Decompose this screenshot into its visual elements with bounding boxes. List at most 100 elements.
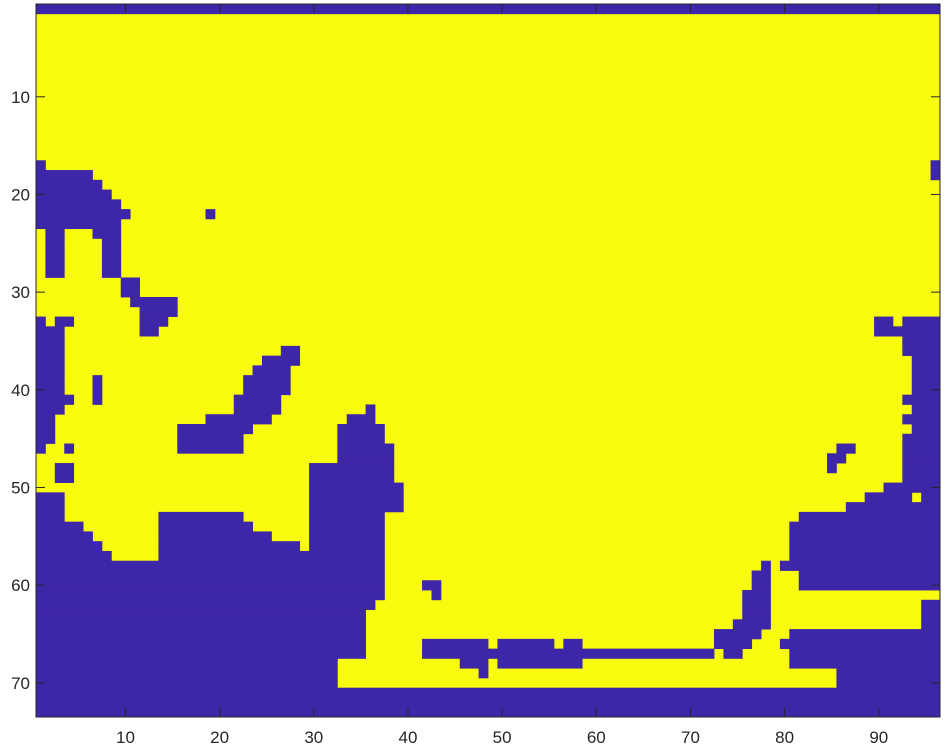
heatmap-cell-run (911, 384, 941, 396)
heatmap-cell-run (930, 160, 941, 171)
heatmap-cell-run (902, 414, 941, 425)
heatmap-cell-run (930, 170, 941, 181)
heatmap-cell-run (346, 414, 376, 425)
heatmap-cell-run (921, 619, 941, 630)
heatmap-cell-run (36, 560, 385, 571)
heatmap-cell-run (422, 648, 498, 659)
heatmap-cell-run (309, 502, 404, 513)
heatmap-cell-run (798, 511, 941, 523)
heatmap-cell-run (798, 580, 941, 591)
heatmap-cell-run (139, 326, 159, 337)
heatmap-cell-run (497, 658, 583, 669)
heatmap-cell-run (54, 472, 75, 483)
heatmap-cell-run (36, 619, 366, 630)
heatmap-cell-run (36, 336, 65, 347)
heatmap-cell-run (309, 482, 404, 493)
heatmap-cell-run (921, 599, 941, 610)
heatmap-cell-run (911, 355, 941, 366)
heatmap-cell-run (36, 199, 122, 210)
heatmap-cell-run (723, 648, 743, 659)
heatmap-cell-run (309, 463, 395, 474)
y-tick-label: 50 (11, 478, 30, 497)
heatmap-cell-run (36, 668, 338, 679)
heatmap-cell-run (92, 228, 122, 239)
heatmap-cell-run (883, 482, 941, 493)
heatmap-cell-run (92, 384, 103, 396)
y-tick-label: 20 (11, 185, 30, 204)
heatmap-cell-run (54, 316, 75, 327)
heatmap-cell-run (827, 463, 837, 474)
heatmap-cell-run (36, 394, 75, 405)
heatmap-cell-run (36, 404, 65, 415)
heatmap-cell-run (431, 590, 442, 601)
heatmap-cell-run (36, 170, 93, 181)
x-tick-label: 30 (304, 728, 323, 747)
heatmap-cell-run (36, 209, 131, 220)
heatmap-cell-run (36, 179, 103, 190)
heatmap-cell-run (714, 629, 762, 640)
heatmap-cell-run (309, 472, 395, 483)
heatmap-cell-run (139, 306, 178, 317)
x-tick-label: 40 (398, 728, 417, 747)
heatmap-cell-run (309, 511, 385, 523)
x-tick-label: 90 (869, 728, 888, 747)
heatmap-cell-run (101, 257, 122, 269)
heatmap-cell-run (789, 550, 941, 562)
heatmap-cell-run (742, 590, 771, 601)
heatmap-cell-run (751, 580, 771, 591)
x-tick-label: 20 (210, 728, 229, 747)
heatmap-cell-run (36, 316, 46, 327)
heatmap-cell-run (130, 297, 178, 308)
heatmap-cell-run (337, 453, 395, 464)
heatmap-cell-run (243, 375, 291, 386)
heatmap-cell-run (309, 541, 385, 552)
heatmap-cell-run (365, 404, 376, 415)
heatmap-cell-run (36, 521, 84, 532)
heatmap-cell-run (902, 433, 941, 444)
heatmap-cell-run (36, 629, 366, 640)
heatmap-cell-run (836, 668, 941, 679)
heatmap-cell-run (36, 502, 65, 513)
heatmap-cell-run (836, 677, 941, 689)
heatmap-cell-run (36, 707, 941, 718)
heatmap-cell-run (779, 560, 941, 571)
heatmap-cell-run (233, 394, 282, 405)
heatmap-cell-run (36, 492, 65, 503)
heatmap-cell-run (36, 677, 338, 689)
heatmap-cell-run (902, 336, 941, 347)
heatmap-cell-run (36, 590, 385, 601)
heatmap-cell-run (36, 433, 56, 444)
heatmap-cell-run (911, 404, 941, 415)
axis-ticks: 10 20 30 40 50 60 70 80 90 10 20 30 40 50 60 70 (11, 4, 940, 747)
heatmap-cell-run (280, 345, 301, 357)
heatmap-cell-run (64, 443, 75, 454)
heatmap-cell-run (902, 463, 941, 474)
heatmap-cell-run (158, 521, 253, 532)
heatmap-cell-run (101, 248, 122, 259)
heatmap-cell-run (36, 697, 941, 708)
heatmap-cell-run (497, 638, 555, 650)
heatmap-cell-run (911, 365, 941, 376)
heatmap-cell-run (836, 443, 856, 454)
y-tick-label: 70 (11, 674, 30, 693)
heatmap-cell-run (874, 326, 941, 337)
heatmap-cell-run (36, 160, 46, 171)
heatmap-cells (36, 4, 941, 718)
heatmap-cell-run (36, 638, 366, 650)
heatmap-cell-run (120, 287, 140, 298)
heatmap-cell-run (262, 355, 301, 366)
heatmap-cell-run (497, 648, 715, 659)
heatmap-cell-run (36, 375, 65, 386)
y-tick-label: 40 (11, 381, 30, 400)
heatmap-cell-run (309, 521, 385, 532)
y-tick-label: 60 (11, 576, 30, 595)
heatmap-cell-run (337, 443, 395, 454)
heatmap-cell-run (789, 531, 941, 542)
heatmap-cell-run (36, 580, 385, 591)
heatmap-cell-run (714, 638, 753, 650)
heatmap-cell-run (45, 228, 65, 239)
heatmap-cell-run (789, 629, 941, 640)
heatmap-cell-run (36, 658, 338, 669)
heatmap-cell-run (751, 570, 771, 581)
